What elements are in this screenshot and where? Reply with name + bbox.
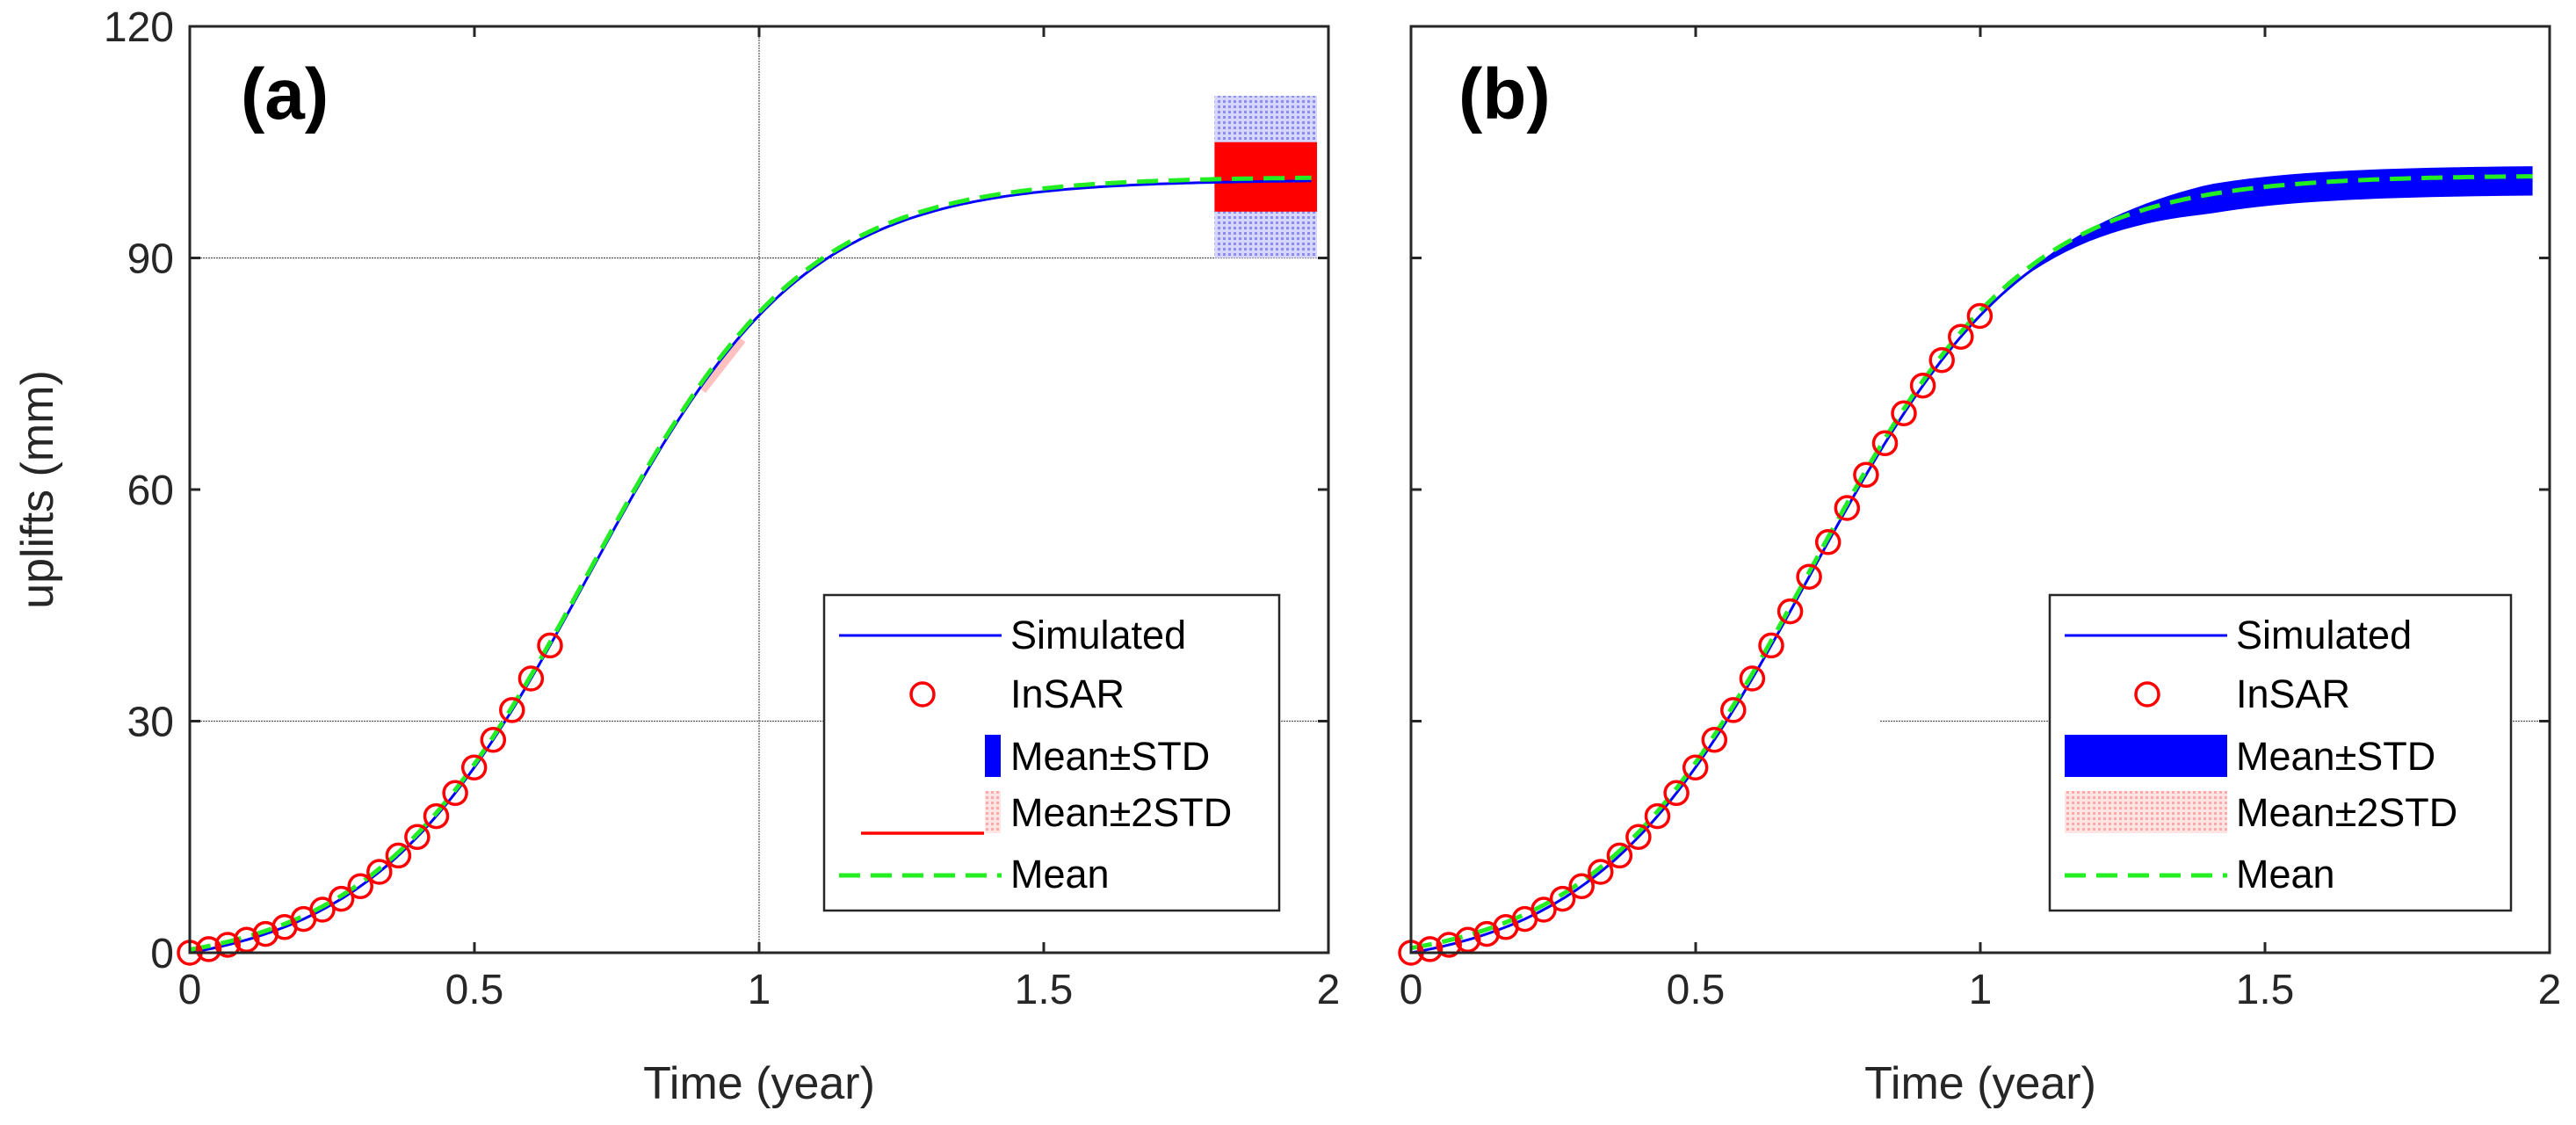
x-axis-label-b: Time (year) <box>1864 1058 2096 1109</box>
legend-swatch-insar <box>2134 681 2160 708</box>
legend-a: Simulated InSAR Mean±STD Mean±2STD Mean <box>822 593 1281 912</box>
x-axis-label-a: Time (year) <box>643 1058 875 1109</box>
y-tick-label: 0 <box>150 931 174 977</box>
insar-point <box>1701 727 1728 753</box>
insar-point <box>1644 802 1671 830</box>
mean-line <box>1410 174 2533 951</box>
insar-point <box>309 896 336 923</box>
insar-point <box>480 727 507 753</box>
legend-label-2std: Mean±2STD <box>1010 790 1232 835</box>
legend-label-insar: InSAR <box>1010 671 1125 716</box>
insar-point <box>1776 598 1804 625</box>
mean-std-band <box>2008 166 2533 289</box>
insar-point <box>423 802 450 830</box>
insar-point <box>1948 323 1974 350</box>
x-tick-label: 2 <box>1317 967 1341 1013</box>
legend-b: Simulated InSAR Mean±STD Mean±2STD Mean <box>2048 593 2513 912</box>
insar-point <box>1891 400 1917 427</box>
insar-point <box>214 932 241 958</box>
insar-point <box>1454 926 1481 954</box>
x-tick-label: 1.5 <box>2236 967 2295 1013</box>
y-axis-label-a: uplifts (mm) <box>12 370 63 609</box>
insar-point <box>499 697 525 723</box>
insar-point <box>1530 896 1557 923</box>
insar-point <box>1871 430 1899 457</box>
insar-point <box>1625 824 1652 851</box>
x-tick-label: 1.5 <box>1015 967 1074 1013</box>
x-tick-label: 1 <box>1969 967 1993 1013</box>
legend-label-mean: Mean <box>1010 852 1110 896</box>
legend-label-simulated: Simulated <box>2236 613 2412 657</box>
insar-point <box>233 926 260 954</box>
insar-point <box>1909 372 1936 399</box>
x-tick-label: 0 <box>1400 967 1423 1013</box>
legend-label-insar: InSAR <box>2236 671 2350 716</box>
insar-point <box>517 665 545 692</box>
insar-point <box>347 873 373 900</box>
insar-point <box>1796 563 1822 590</box>
x-tick-label: 0.5 <box>1667 967 1726 1013</box>
insar-point <box>1588 859 1614 885</box>
legend-label-std: Mean±STD <box>2236 734 2435 779</box>
panel-label-b: (b) <box>1458 54 1551 134</box>
legend-label-simulated: Simulated <box>1010 613 1186 657</box>
y-tick-label: 60 <box>127 468 174 514</box>
insar-point <box>1928 346 1955 374</box>
x-tick-label: 2 <box>2538 967 2562 1013</box>
y-tick-label: 30 <box>127 700 174 746</box>
insar-point <box>195 936 222 962</box>
panel-b: 0 0.5 1 1.5 2 (b) Time (year) Simulated InSA… <box>1398 25 2562 1109</box>
x-tick-label: 1 <box>748 967 771 1013</box>
insar-point <box>328 885 355 912</box>
legend-swatch-std <box>2065 735 2227 777</box>
legend-box-a <box>822 593 1281 912</box>
insar-point <box>385 842 412 869</box>
mean-2std-band-partial <box>698 337 746 394</box>
legend-swatch-insar <box>909 681 936 708</box>
legend-label-mean: Mean <box>2236 852 2335 896</box>
legend-label-2std: Mean±2STD <box>2236 790 2457 835</box>
insar-point <box>1834 495 1861 521</box>
insar-point <box>1814 529 1842 555</box>
legend-swatch-std <box>985 735 1001 777</box>
insar-point <box>1568 873 1595 900</box>
x-tick-label: 0.5 <box>445 967 504 1013</box>
insar-point <box>404 824 431 851</box>
legend-swatch-2std <box>985 791 1001 833</box>
insar-point <box>1436 932 1462 958</box>
y-tick-label: 120 <box>104 4 174 51</box>
x-tick-label: 0 <box>178 967 202 1013</box>
y-tick-label: 90 <box>127 236 174 283</box>
insar-point <box>1853 461 1879 489</box>
insar-point <box>460 754 488 781</box>
insar-point <box>1739 665 1766 692</box>
insar-point <box>1758 632 1784 659</box>
insar-point <box>1682 754 1709 781</box>
insar-point <box>366 859 393 885</box>
insar-point <box>1606 842 1633 869</box>
insar-point <box>1720 697 1747 723</box>
panel-a: 0 0.5 1 1.5 2 0 30 60 90 120 (a) Time (year) upli… <box>12 4 1340 1109</box>
panel-label-a: (a) <box>241 54 329 134</box>
insar-point <box>442 780 468 807</box>
insar-point <box>537 632 563 659</box>
legend-label-std: Mean±STD <box>1010 734 1210 779</box>
insar-point <box>1966 302 1994 330</box>
insar-point <box>1663 780 1690 807</box>
mean-line <box>189 175 1312 952</box>
legend-swatch-2std <box>2065 791 2227 833</box>
insar-point <box>1549 885 1576 912</box>
insar-point <box>1416 936 1444 962</box>
